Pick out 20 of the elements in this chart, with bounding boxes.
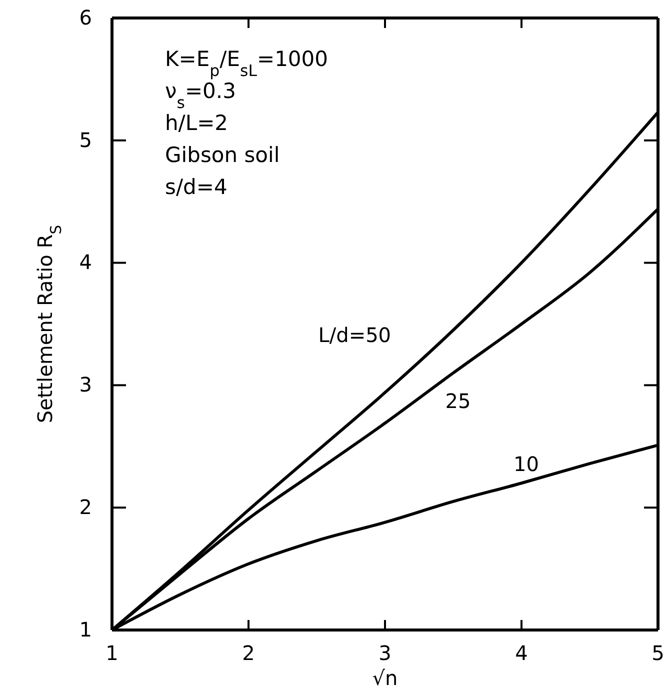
- x-axis-title: √n: [372, 666, 398, 690]
- series-label: L/d=50: [318, 323, 392, 348]
- annotation: h/L=2: [165, 111, 228, 135]
- x-tick-label: 3: [378, 641, 392, 666]
- y-tick-label: 6: [79, 5, 92, 30]
- y-tick-label: 2: [79, 495, 92, 519]
- annotation: s/d=4: [165, 175, 228, 199]
- y-tick-label: 5: [79, 128, 92, 152]
- y-tick-label: 1: [79, 617, 92, 642]
- x-tick-label: 1: [106, 641, 118, 666]
- x-tick-label: 4: [515, 641, 528, 666]
- y-tick-label: 3: [79, 372, 92, 397]
- annotation: ν$_{s}$=0.3: [165, 79, 236, 112]
- series-label: 10: [514, 452, 539, 476]
- x-tick-label: 5: [652, 641, 664, 666]
- x-tick-label: 2: [242, 641, 255, 666]
- annotation: K=E$_{p}$/E$_{sL}$=1000: [165, 47, 328, 80]
- series-label: 25: [445, 388, 471, 413]
- annotation: Gibson soil: [165, 143, 280, 167]
- y-tick-label: 4: [79, 250, 92, 274]
